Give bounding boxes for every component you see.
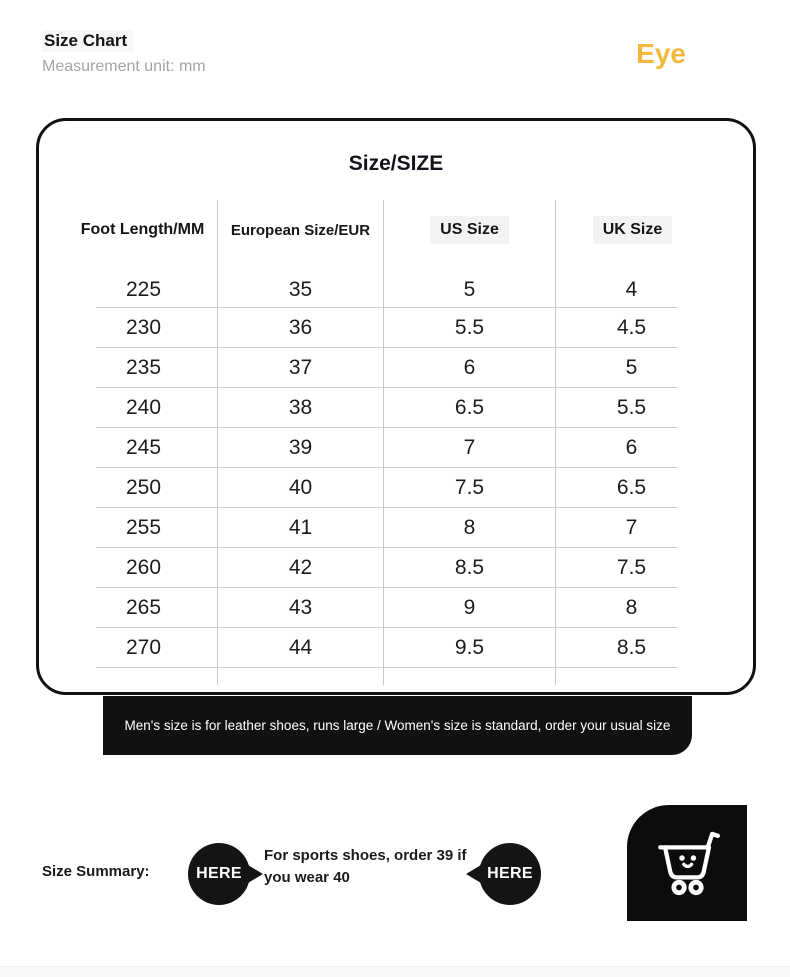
table-cell: 9 xyxy=(384,588,556,628)
table-cell: 6.5 xyxy=(384,388,556,428)
here-badge-right: HERE xyxy=(466,843,541,905)
table-cell: 41 xyxy=(218,508,384,548)
table-cell: 7.5 xyxy=(556,548,677,588)
page-title: Size Chart xyxy=(42,30,134,52)
table-cell: 44 xyxy=(218,628,384,668)
table-cell: 40 xyxy=(218,468,384,508)
brand-logo: Eye xyxy=(636,38,686,69)
here-badge-left: HERE xyxy=(188,843,263,905)
table-cell: 265 xyxy=(96,588,218,628)
table-cell: 8 xyxy=(384,508,556,548)
size-tip-line2: you wear 40 xyxy=(264,869,350,886)
size-table: Foot Length/MM European Size/EUR US Size… xyxy=(81,200,677,685)
table-cell: 42 xyxy=(218,548,384,588)
page-header: Size Chart Measurement unit: mm xyxy=(42,30,206,76)
table-cell: 8.5 xyxy=(556,628,677,668)
table-cell: 9.5 xyxy=(384,628,556,668)
column-header-foot-length: Foot Length/MM xyxy=(81,200,218,260)
size-table-title: Size/SIZE xyxy=(348,152,444,175)
table-cell: 4 xyxy=(556,260,677,308)
table-cell: 5 xyxy=(556,348,677,388)
table-cell: 35 xyxy=(218,260,384,308)
size-tip-text: For sports shoes, order 39 if you wear 4… xyxy=(264,845,467,889)
table-cell: 260 xyxy=(96,548,218,588)
table-cell: 43 xyxy=(218,588,384,628)
table-cell: 7 xyxy=(384,428,556,468)
size-summary-label: Size Summary: xyxy=(42,863,150,880)
table-cell: 8.5 xyxy=(384,548,556,588)
shopping-cart-icon xyxy=(649,823,725,904)
table-cell: 6.5 xyxy=(556,468,677,508)
table-cell: 6 xyxy=(556,428,677,468)
table-cell: 38 xyxy=(218,388,384,428)
table-cell: 270 xyxy=(96,628,218,668)
table-cell: 39 xyxy=(218,428,384,468)
table-cell: 225 xyxy=(96,260,218,308)
table-cell: 235 xyxy=(96,348,218,388)
table-spacer xyxy=(384,668,556,685)
table-spacer xyxy=(556,668,677,685)
table-spacer xyxy=(96,668,218,685)
table-cell: 8 xyxy=(556,588,677,628)
size-tip-line1: For sports shoes, order 39 if xyxy=(264,847,467,864)
table-spacer xyxy=(218,668,384,685)
table-cell: 255 xyxy=(96,508,218,548)
size-chart-card: Size/SIZE Foot Length/MM European Size/E… xyxy=(36,118,756,695)
table-cell: 4.5 xyxy=(556,308,677,348)
column-header-eur-size: European Size/EUR xyxy=(218,200,384,260)
table-cell: 37 xyxy=(218,348,384,388)
table-cell: 7.5 xyxy=(384,468,556,508)
column-header-us-size: US Size xyxy=(384,200,556,260)
table-cell: 245 xyxy=(96,428,218,468)
add-to-cart-button[interactable] xyxy=(627,805,747,921)
table-cell: 6 xyxy=(384,348,556,388)
table-cell: 5 xyxy=(384,260,556,308)
table-cell: 36 xyxy=(218,308,384,348)
table-cell: 7 xyxy=(556,508,677,548)
measurement-unit-label: Measurement unit: mm xyxy=(42,58,206,75)
column-header-uk-size: UK Size xyxy=(556,200,677,260)
sizing-note-text: Men's size is for leather shoes, runs la… xyxy=(124,718,671,733)
table-cell: 230 xyxy=(96,308,218,348)
sizing-note-bar: Men's size is for leather shoes, runs la… xyxy=(103,696,692,755)
table-cell: 250 xyxy=(96,468,218,508)
table-cell: 240 xyxy=(96,388,218,428)
bottom-strip xyxy=(0,966,790,977)
table-cell: 5.5 xyxy=(556,388,677,428)
table-cell: 5.5 xyxy=(384,308,556,348)
